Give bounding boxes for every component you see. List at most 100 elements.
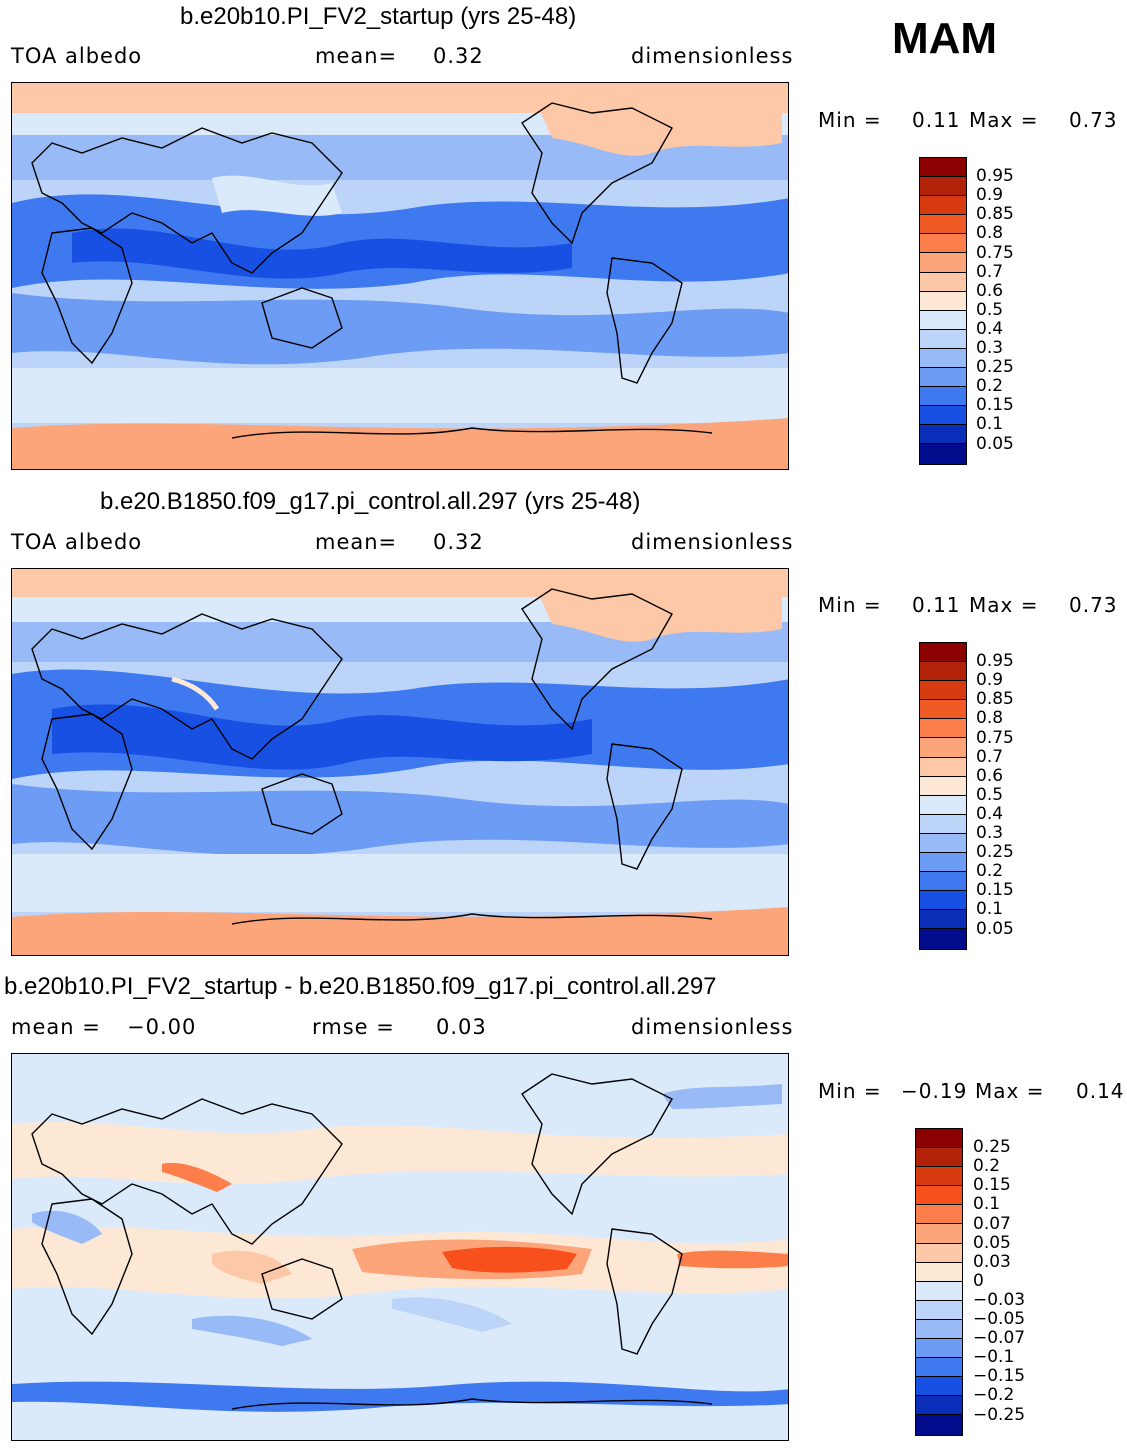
panel-3-colorbar (915, 1128, 963, 1436)
colorbar-swatch (920, 272, 966, 292)
colorbar-swatch (920, 158, 966, 178)
panel-2-max-value: 0.73 (1069, 593, 1118, 617)
panel-3-min-value: −0.19 (901, 1079, 968, 1103)
colorbar-swatch (920, 387, 966, 407)
panel-3-rmse-label: rmse = (312, 1015, 395, 1039)
colorbar-swatch (916, 1319, 962, 1340)
colorbar-tick-label: −0.15 (973, 1366, 1026, 1387)
panel-3-rmse-value: 0.03 (436, 1015, 487, 1039)
colorbar-swatch (920, 872, 966, 892)
colorbar-tick-label: 0.7 (976, 261, 1004, 282)
panel-3-max-value: 0.14 (1076, 1079, 1125, 1103)
colorbar-swatch (916, 1224, 962, 1244)
colorbar-tick-label: 0.05 (976, 918, 1014, 939)
panel-2-field-label: TOA albedo (11, 530, 143, 554)
colorbar-tick-label: 0.2 (976, 376, 1004, 397)
panel-3-max-label: Max = (975, 1079, 1045, 1103)
colorbar-tick-label: 0.6 (976, 280, 1004, 301)
colorbar-swatch (916, 1396, 962, 1416)
colorbar-tick-label: 0.15 (976, 880, 1014, 901)
panel-1-min-label: Min = (818, 108, 882, 132)
panel-1-min-value: 0.11 (912, 108, 961, 132)
panel-3-mean-label: mean = (11, 1015, 101, 1039)
colorbar-tick-label: 0.15 (976, 395, 1014, 416)
colorbar-swatch (920, 719, 966, 739)
colorbar-swatch (920, 310, 966, 330)
colorbar-tick-label: 0.9 (976, 185, 1004, 206)
colorbar-tick-label: 0.25 (973, 1137, 1011, 1158)
colorbar-tick-label: 0.95 (976, 651, 1014, 672)
panel-3-map (11, 1053, 789, 1441)
colorbar-swatch (920, 291, 966, 311)
colorbar-swatch (916, 1339, 962, 1359)
panel-2-units: dimensionless (631, 530, 794, 554)
colorbar-tick-label: 0.03 (973, 1251, 1011, 1272)
colorbar-swatch (916, 1129, 962, 1149)
colorbar-tick-label: 0.25 (976, 842, 1014, 863)
colorbar-swatch (920, 215, 966, 235)
colorbar-swatch (920, 795, 966, 815)
colorbar-tick-label: 0.8 (976, 708, 1004, 729)
colorbar-swatch (916, 1167, 962, 1187)
colorbar-swatch (920, 776, 966, 796)
colorbar-swatch (916, 1262, 962, 1282)
colorbar-swatch (920, 700, 966, 720)
panel-1-mean-label: mean= (315, 44, 398, 68)
colorbar-tick-label: −0.1 (973, 1347, 1015, 1368)
panel-1-units: dimensionless (631, 44, 794, 68)
panel-2-map (11, 568, 789, 956)
colorbar-tick-label: 0.25 (976, 357, 1014, 378)
colorbar-swatch (920, 329, 966, 349)
colorbar-swatch (920, 681, 966, 701)
colorbar-tick-label: 0.9 (976, 670, 1004, 691)
colorbar-tick-label: 0.05 (973, 1232, 1011, 1253)
colorbar-swatch (920, 738, 966, 758)
colorbar-swatch (916, 1415, 962, 1435)
colorbar-tick-label: 0.15 (973, 1175, 1011, 1196)
colorbar-tick-label: 0.8 (976, 223, 1004, 244)
colorbar-tick-label: 0.6 (976, 765, 1004, 786)
colorbar-swatch (920, 757, 966, 777)
colorbar-swatch (920, 425, 966, 445)
colorbar-tick-label: −0.07 (973, 1328, 1026, 1349)
colorbar-tick-label: 0.7 (976, 746, 1004, 767)
colorbar-swatch (920, 643, 966, 663)
colorbar-tick-label: 0.1 (976, 414, 1004, 435)
colorbar-tick-label: 0.3 (976, 338, 1004, 358)
colorbar-swatch (920, 196, 966, 216)
panel-2-max-label: Max = (969, 593, 1039, 617)
colorbar-tick-label: 0 (973, 1270, 984, 1291)
colorbar-tick-label: 0.07 (973, 1213, 1011, 1234)
colorbar-swatch (920, 662, 966, 682)
season-label: MAM (892, 14, 998, 63)
colorbar-tick-label: −0.25 (973, 1404, 1026, 1425)
colorbar-swatch (920, 348, 966, 369)
panel-2-colorbar (919, 642, 967, 950)
colorbar-swatch (916, 1148, 962, 1168)
panel-1-max-value: 0.73 (1069, 108, 1118, 132)
panel-2-mean-value: 0.32 (433, 530, 484, 554)
panel-2-title: b.e20.B1850.f09_g17.pi_control.all.297 (… (100, 488, 641, 515)
panel-1-max-label: Max = (969, 108, 1039, 132)
panel-1-map (11, 82, 789, 470)
colorbar-swatch (920, 406, 966, 426)
colorbar-swatch (916, 1281, 962, 1301)
colorbar-tick-label: −0.03 (973, 1289, 1026, 1310)
colorbar-swatch (920, 368, 966, 388)
colorbar-swatch (920, 814, 966, 834)
colorbar-tick-label: 0.4 (976, 318, 1004, 339)
colorbar-tick-label: 0.4 (976, 803, 1004, 824)
colorbar-tick-label: 0.75 (976, 242, 1014, 263)
colorbar-tick-label: −0.05 (973, 1309, 1026, 1329)
panel-1-colorbar (919, 157, 967, 465)
colorbar-tick-label: 0.95 (976, 166, 1014, 187)
panel-3-title: b.e20b10.PI_FV2_startup - b.e20.B1850.f0… (4, 973, 717, 1000)
colorbar-tick-label: 0.85 (976, 689, 1014, 710)
panel-3-mean-value: −0.00 (127, 1015, 197, 1039)
colorbar-tick-label: 0.05 (976, 433, 1014, 454)
panel-2-min-value: 0.11 (912, 593, 961, 617)
panel-3-min-label: Min = (818, 1079, 882, 1103)
panel-2-min-label: Min = (818, 593, 882, 617)
colorbar-swatch (916, 1377, 962, 1397)
colorbar-swatch (920, 234, 966, 254)
